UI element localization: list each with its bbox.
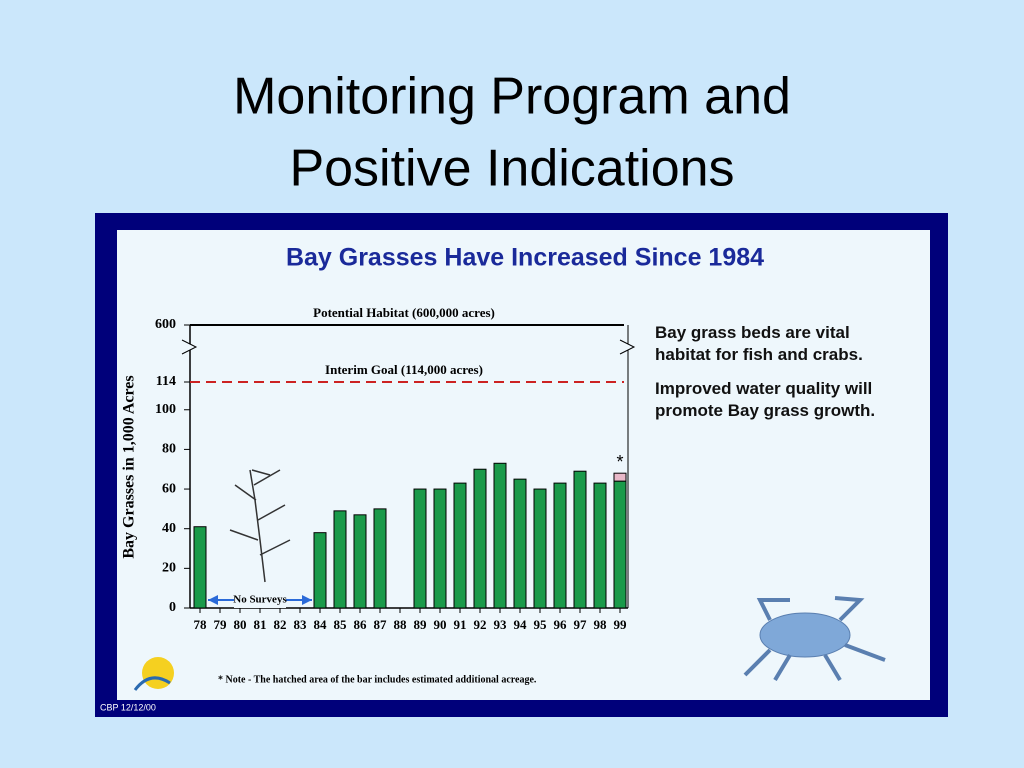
x-tick-label: 93 — [494, 617, 508, 632]
x-tick-label: 81 — [254, 617, 267, 632]
bar — [593, 482, 607, 609]
x-tick-label: 94 — [514, 617, 528, 632]
x-tick-label: 86 — [354, 617, 368, 632]
axis-break — [181, 339, 198, 355]
y-tick-label: 114 — [156, 374, 176, 389]
reference-label: Interim Goal (114,000 acres) — [325, 362, 483, 377]
x-tick-label: 98 — [594, 617, 608, 632]
y-tick-label: 80 — [162, 442, 176, 457]
reference-label: Potential Habitat (600,000 acres) — [313, 305, 495, 320]
x-tick-label: 84 — [314, 617, 328, 632]
x-tick-label: 91 — [454, 617, 467, 632]
bar — [333, 510, 347, 609]
x-tick-label: 85 — [334, 617, 348, 632]
span-label: No Surveys — [233, 594, 287, 606]
side-text: Bay grass beds are vital habitat for fis… — [655, 323, 863, 364]
x-tick-label: 83 — [294, 617, 308, 632]
x-tick-label: 82 — [274, 617, 287, 632]
x-tick-label: 90 — [434, 617, 447, 632]
bar — [373, 508, 387, 609]
bar — [613, 480, 627, 609]
x-tick-label: 95 — [534, 617, 548, 632]
estimated-bar — [613, 472, 627, 482]
bar — [493, 462, 507, 609]
x-tick-label: 88 — [394, 617, 408, 632]
chart-title: Bay Grasses Have Increased Since 1984 — [286, 244, 764, 272]
bar — [313, 532, 327, 609]
axis-break — [619, 339, 636, 355]
slide-title: Positive Indications — [289, 140, 734, 198]
bar — [533, 488, 547, 609]
bar — [573, 470, 587, 609]
x-tick-label: 78 — [194, 617, 208, 632]
side-text-wrap: Bay grass beds are vital habitat for fis… — [655, 322, 895, 422]
y-axis-label: Bay Grasses in 1,000 Acres — [121, 375, 138, 558]
y-tick-label: 60 — [162, 481, 176, 496]
side-text-box: Bay grass beds are vital habitat for fis… — [655, 322, 895, 422]
bar — [473, 468, 487, 609]
y-tick-label: 40 — [162, 521, 176, 536]
y-tick-label: 600 — [155, 317, 176, 332]
plant-sketch — [229, 469, 291, 583]
x-tick-label: 97 — [574, 617, 588, 632]
span-label-bg — [234, 592, 286, 608]
footnote: * Note - The hatched area of the bar inc… — [218, 674, 537, 685]
x-tick-label: 96 — [554, 617, 568, 632]
bar — [513, 478, 527, 609]
credit: CBP 12/12/00 — [100, 702, 156, 712]
crab-sketch — [743, 596, 886, 682]
side-text: Improved water quality will promote Bay … — [655, 379, 876, 420]
logo-wave — [133, 676, 171, 691]
bar — [193, 526, 207, 609]
bar — [433, 488, 447, 609]
bar — [353, 514, 367, 609]
y-tick-label: 0 — [169, 600, 176, 615]
x-tick-label: 92 — [474, 617, 487, 632]
bar — [453, 482, 467, 609]
estimated-marker: * — [616, 452, 623, 472]
x-tick-label: 89 — [414, 617, 428, 632]
x-tick-label: 87 — [374, 617, 388, 632]
y-tick-label: 20 — [162, 561, 176, 576]
slide-title: Monitoring Program and — [233, 68, 791, 126]
bar — [413, 488, 427, 609]
x-tick-label: 99 — [614, 617, 628, 632]
x-tick-label: 79 — [214, 617, 228, 632]
bar — [553, 482, 567, 609]
x-tick-label: 80 — [234, 617, 247, 632]
y-tick-label: 100 — [155, 402, 176, 417]
